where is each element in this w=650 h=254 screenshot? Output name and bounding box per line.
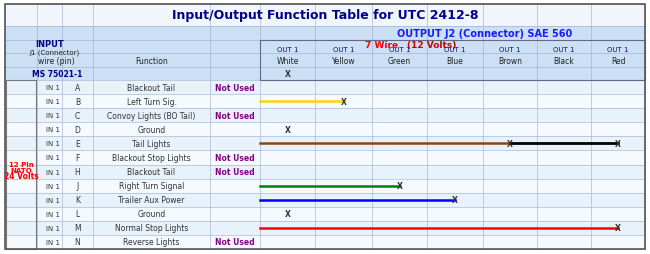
Text: IN 1: IN 1	[47, 225, 60, 231]
Bar	[5, 221, 645, 235]
Text: NATO: NATO	[10, 167, 32, 173]
Bar	[5, 137, 645, 151]
Text: X: X	[396, 181, 402, 190]
Text: Not Used: Not Used	[215, 167, 255, 176]
Text: 24 Volts: 24 Volts	[4, 172, 38, 181]
Bar	[5, 81, 645, 95]
Text: Not Used: Not Used	[215, 153, 255, 162]
Text: Normal Stop Lights: Normal Stop Lights	[115, 224, 188, 232]
Text: IN 1: IN 1	[47, 155, 60, 161]
Text: L: L	[75, 210, 79, 218]
Text: Tail Lights: Tail Lights	[133, 139, 171, 148]
Text: IN 1: IN 1	[47, 211, 60, 217]
Text: Blackout Tail: Blackout Tail	[127, 83, 176, 92]
Text: Trailer Aux Power: Trailer Aux Power	[118, 195, 185, 204]
Text: IN 1: IN 1	[47, 169, 60, 175]
Text: F: F	[75, 153, 80, 162]
Bar	[5, 5, 645, 27]
Bar	[5, 165, 645, 179]
Text: Brown: Brown	[498, 56, 522, 65]
Bar	[5, 235, 645, 249]
Bar	[260, 41, 645, 81]
Text: X: X	[615, 224, 621, 232]
Bar	[260, 41, 645, 81]
Text: X: X	[285, 125, 291, 134]
Bar	[5, 151, 645, 165]
Bar	[5, 109, 645, 123]
Text: J: J	[77, 181, 79, 190]
Text: IN 1: IN 1	[47, 127, 60, 133]
Bar	[6, 81, 36, 249]
Text: Red: Red	[611, 56, 625, 65]
Text: INPUT: INPUT	[35, 40, 64, 49]
Text: IN 1: IN 1	[47, 99, 60, 105]
Text: K: K	[75, 195, 80, 204]
Text: Right Turn Signal: Right Turn Signal	[119, 181, 184, 190]
Text: E: E	[75, 139, 80, 148]
Bar	[5, 27, 645, 68]
Text: Not Used: Not Used	[215, 111, 255, 120]
Text: 12 Pin: 12 Pin	[8, 162, 33, 168]
Text: OUT 1: OUT 1	[444, 47, 466, 53]
Text: OUT 1: OUT 1	[499, 47, 521, 53]
Text: IN 1: IN 1	[47, 141, 60, 147]
Text: Convoy Lights (BO Tail): Convoy Lights (BO Tail)	[107, 111, 196, 120]
Text: OUT 1: OUT 1	[607, 47, 629, 53]
Text: X: X	[285, 210, 291, 218]
Text: B: B	[75, 97, 80, 106]
Text: Blackout Tail: Blackout Tail	[127, 167, 176, 176]
Text: OUT 1: OUT 1	[277, 47, 298, 53]
Bar	[5, 95, 645, 109]
Text: MS 75021-1: MS 75021-1	[32, 70, 83, 79]
Text: Input/Output Function Table for UTC 2412-8: Input/Output Function Table for UTC 2412…	[172, 9, 478, 22]
Bar	[5, 193, 645, 207]
Text: X: X	[507, 139, 513, 148]
Text: X: X	[615, 139, 621, 148]
Text: Not Used: Not Used	[215, 237, 255, 246]
Text: Reverse Lights: Reverse Lights	[124, 237, 179, 246]
Bar	[5, 123, 645, 137]
Text: A: A	[75, 83, 80, 92]
Text: 7 Wire: 7 Wire	[365, 41, 398, 50]
Text: M: M	[74, 224, 81, 232]
Text: H: H	[75, 167, 81, 176]
Text: OUT 1: OUT 1	[553, 47, 575, 53]
Text: OUTPUT J2 (Connector) SAE 560: OUTPUT J2 (Connector) SAE 560	[397, 29, 573, 39]
Text: X: X	[452, 195, 458, 204]
Text: IN 1: IN 1	[47, 183, 60, 189]
Text: OUT 1: OUT 1	[333, 47, 354, 53]
Text: N: N	[75, 237, 81, 246]
Text: White: White	[276, 56, 299, 65]
Text: Function: Function	[135, 56, 168, 65]
Text: D: D	[75, 125, 81, 134]
Text: Yellow: Yellow	[332, 56, 356, 65]
Text: Not Used: Not Used	[215, 83, 255, 92]
Text: IN 1: IN 1	[47, 197, 60, 203]
Text: C: C	[75, 111, 80, 120]
Text: Ground: Ground	[137, 125, 166, 134]
Text: Left Turn Sig.: Left Turn Sig.	[127, 97, 176, 106]
Bar	[5, 68, 645, 81]
Text: wire (pin): wire (pin)	[38, 56, 75, 65]
Text: J1 (Connector): J1 (Connector)	[29, 49, 79, 56]
Bar	[5, 207, 645, 221]
Text: Ground: Ground	[137, 210, 166, 218]
Text: Blue: Blue	[447, 56, 463, 65]
Text: X: X	[341, 97, 346, 106]
Text: Black: Black	[554, 56, 575, 65]
Bar	[5, 179, 645, 193]
Text: IN 1: IN 1	[47, 239, 60, 245]
Text: (12 Volts): (12 Volts)	[407, 41, 456, 50]
Text: X: X	[285, 70, 291, 79]
Text: IN 1: IN 1	[47, 85, 60, 91]
Text: IN 1: IN 1	[47, 113, 60, 119]
Text: Green: Green	[388, 56, 411, 65]
Text: OUT 1: OUT 1	[389, 47, 410, 53]
Text: Blackout Stop Lights: Blackout Stop Lights	[112, 153, 191, 162]
